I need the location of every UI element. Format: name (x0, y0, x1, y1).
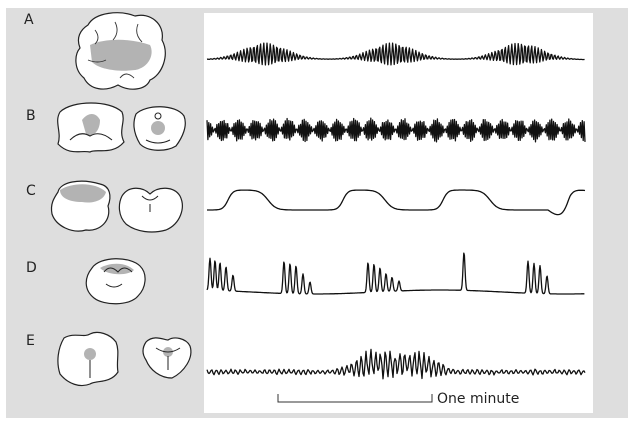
scale-bar-label: One minute (437, 391, 519, 407)
brain-drawing-a (75, 12, 166, 90)
trace-c (207, 189, 586, 216)
brain-drawing-c (50, 180, 183, 233)
trace-d (206, 252, 585, 295)
panel-label: E (26, 333, 35, 349)
trace-e (206, 348, 586, 380)
brain-drawing-b (57, 102, 186, 153)
brain-drawing-d (85, 258, 146, 305)
panel-label: D (26, 260, 37, 276)
trace-panel (204, 13, 593, 413)
trace-b (206, 117, 586, 143)
panel-label: A (24, 12, 34, 28)
traces (206, 42, 586, 380)
panel-label: B (26, 108, 36, 124)
scale-bar: One minute (277, 391, 519, 407)
brain-drawing-e (57, 331, 192, 387)
trace-a (206, 42, 585, 66)
panel-label: C (26, 183, 36, 199)
